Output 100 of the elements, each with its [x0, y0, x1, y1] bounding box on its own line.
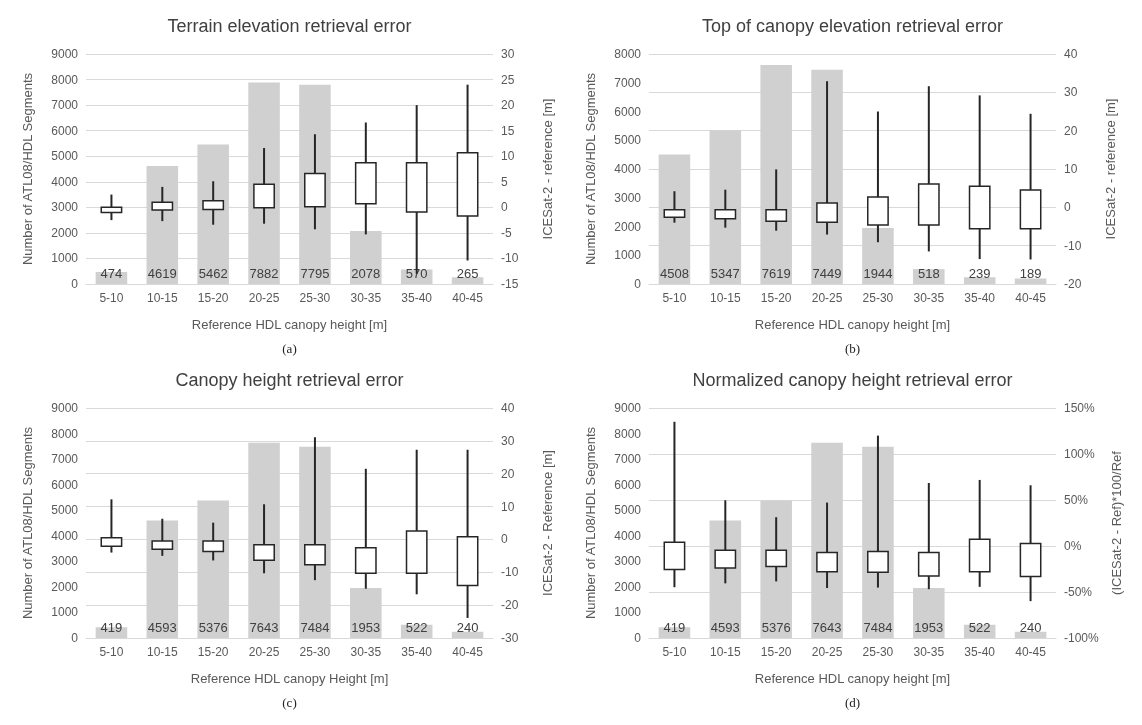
y-tick-label: 7000	[614, 75, 642, 90]
data-label: 419	[663, 620, 686, 635]
y-tick-label: 3000	[614, 554, 642, 569]
y2-tick-label: 30	[501, 47, 515, 61]
text: (b)	[844, 341, 861, 356]
y2-tick-label: 10	[501, 149, 515, 164]
x-tick-label: 15-20	[760, 291, 792, 305]
x-tick-label: 10-15	[146, 291, 178, 305]
y-tick-label: 8000	[51, 72, 79, 87]
x-tick-label: 35-40	[964, 291, 996, 305]
x-tick-label: 35-40	[964, 645, 996, 659]
y2-tick-label: 20	[501, 466, 515, 481]
text: (c)	[282, 695, 297, 710]
data-label: 522	[968, 620, 991, 635]
y2-tick-label: -50%	[1064, 585, 1093, 599]
x-tick-label: 15-20	[197, 291, 229, 305]
x-axis-title: Reference HDL canopy height [m]	[754, 317, 951, 332]
data-label: 240	[1019, 620, 1042, 635]
x-tick-label: 20-25	[248, 291, 280, 305]
y2-tick-label: 0	[501, 532, 508, 547]
y-axis-title: Number of ATL08/HDL Segments	[583, 72, 598, 266]
data-label: 570	[405, 266, 428, 281]
y2-tick-label: 50%	[1064, 493, 1089, 507]
y2-axis-title: ICESat-2 - Reference [m]	[540, 450, 555, 596]
y2-tick-label: 20	[1064, 123, 1078, 138]
y-tick-label: 7000	[614, 452, 642, 467]
data-label: 265	[456, 266, 479, 281]
y-tick-label: 5000	[51, 503, 79, 518]
x-axis-title: Reference HDL canopy Height [m]	[190, 671, 389, 686]
y2-tick-label: -20	[1064, 277, 1082, 291]
y2-tick-label: 0%	[1064, 539, 1082, 553]
y-tick-label: 0	[634, 277, 642, 291]
y-tick-label: 9000	[51, 47, 79, 61]
y-tick-label: 9000	[51, 401, 79, 415]
x-tick-label: 20-25	[811, 645, 843, 659]
data-label: 5376	[761, 620, 791, 635]
data-label: 240	[456, 620, 479, 635]
x-tick-label: 40-45	[452, 291, 484, 305]
data-label: 1953	[351, 620, 381, 635]
y-tick-label: 3000	[614, 190, 642, 205]
x-tick-label: 40-45	[452, 645, 484, 659]
y2-axis-title: (ICESat-2 - Ref)*100/Ref	[1108, 450, 1124, 595]
y-tick-label: 6000	[51, 477, 79, 492]
y2-axis-title: ICESat-2 - reference [m]	[540, 98, 555, 240]
y-axis-title: Number of ATL08/HDL Segments	[20, 426, 35, 620]
data-label: 5462	[198, 266, 228, 281]
text: (d)	[844, 695, 861, 710]
data-label: 7619	[761, 266, 791, 281]
y2-tick-label: 25	[501, 72, 515, 87]
y2-tick-label: 10	[1064, 162, 1078, 176]
y-tick-label: 1000	[51, 605, 79, 620]
y2-tick-label: 10	[501, 499, 515, 514]
y-axis-title: Number of ATL08/HDL Segments	[20, 72, 35, 266]
data-label: 7795	[300, 266, 330, 281]
x-tick-label: 5-10	[99, 645, 124, 659]
data-label: 4619	[147, 266, 177, 281]
y-tick-label: 0	[634, 631, 642, 645]
y-tick-label: 4000	[614, 528, 642, 543]
x-tick-label: 5-10	[662, 645, 687, 659]
x-tick-label: 20-25	[811, 291, 843, 305]
data-label: 239	[968, 266, 991, 281]
y2-tick-label: -10	[501, 251, 519, 266]
x-tick-label: 10-15	[709, 645, 741, 659]
data-label: 4593	[147, 620, 177, 635]
chart-title: Normalized canopy height retrieval error	[692, 370, 1013, 390]
x-tick-label: 10-15	[709, 291, 741, 305]
y-tick-label: 9000	[614, 401, 642, 415]
y-tick-label: 6000	[51, 123, 79, 138]
y2-tick-label: 30	[1064, 85, 1078, 100]
y2-tick-label: -5	[501, 225, 512, 240]
data-label: 1953	[914, 620, 944, 635]
y2-tick-label: -10	[1064, 238, 1082, 253]
data-label: 419	[100, 620, 123, 635]
data-label: 4593	[710, 620, 740, 635]
x-tick-label: 25-30	[299, 645, 331, 659]
y2-tick-label: 15	[501, 123, 515, 138]
y-tick-label: 1000	[614, 605, 642, 620]
x-tick-label: 35-40	[401, 291, 433, 305]
x-tick-label: 30-35	[350, 291, 382, 305]
data-label: 4508	[659, 266, 689, 281]
x-tick-label: 10-15	[146, 645, 178, 659]
y-tick-label: 3000	[51, 200, 79, 215]
x-tick-label: 30-35	[350, 645, 382, 659]
y2-tick-label: 100%	[1064, 447, 1096, 461]
x-axis-title: Reference HDL canopy height [m]	[754, 671, 951, 686]
data-label: 7643	[249, 620, 279, 635]
y2-tick-label: -15	[501, 277, 519, 291]
y-tick-label: 2000	[614, 219, 642, 234]
y-tick-label: 2000	[614, 579, 642, 594]
y2-tick-label: 0	[501, 200, 508, 215]
x-tick-label: 30-35	[913, 645, 945, 659]
x-tick-label: 20-25	[248, 645, 280, 659]
y-tick-label: 6000	[614, 104, 642, 119]
y2-tick-label: -10	[501, 565, 519, 580]
y-tick-label: 2000	[51, 225, 79, 240]
data-label: 5376	[198, 620, 228, 635]
chart-title: Top of canopy elevation retrieval error	[701, 16, 1004, 36]
y2-tick-label: -30	[501, 631, 519, 645]
x-tick-label: 5-10	[662, 291, 687, 305]
y-tick-label: 0	[71, 277, 79, 291]
